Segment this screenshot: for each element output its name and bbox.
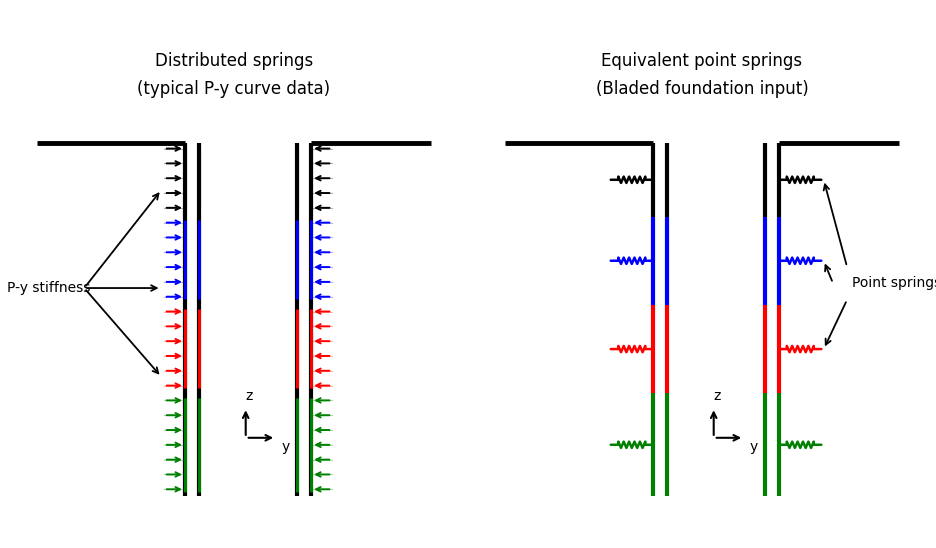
Text: z: z — [246, 389, 253, 403]
Text: z: z — [714, 389, 721, 403]
Text: y: y — [282, 440, 290, 454]
Text: y: y — [750, 440, 758, 454]
Text: (Bladed foundation input): (Bladed foundation input) — [595, 80, 809, 98]
Text: (typical P-y curve data): (typical P-y curve data) — [138, 80, 330, 98]
Text: Equivalent point springs: Equivalent point springs — [602, 52, 802, 70]
Text: P-y stiffness: P-y stiffness — [7, 281, 91, 295]
Text: Point springs: Point springs — [852, 276, 936, 290]
Text: Distributed springs: Distributed springs — [154, 52, 314, 70]
